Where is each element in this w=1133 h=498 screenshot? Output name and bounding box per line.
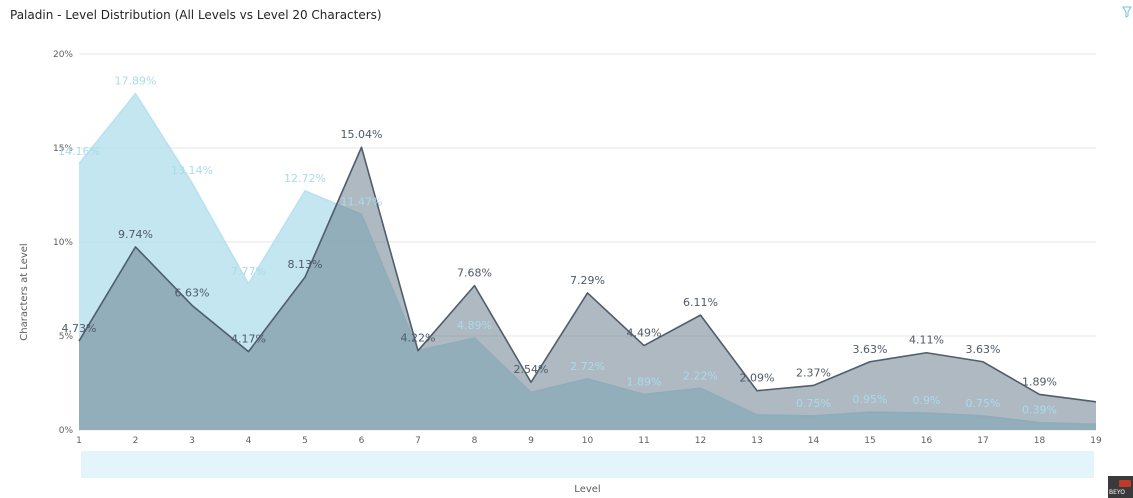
y-tick-label: 10%: [53, 238, 73, 248]
data-label: 2.22%: [683, 369, 718, 382]
x-tick-label: 11: [638, 436, 649, 446]
x-tick-label: 17: [977, 436, 988, 446]
x-tick-label: 3: [189, 436, 195, 446]
data-label: 4.73%: [62, 322, 97, 335]
data-label: 13.14%: [171, 164, 213, 177]
logo-text: BEYO: [1109, 489, 1125, 496]
x-axis-title: Level: [574, 484, 600, 495]
data-label: 0.75%: [966, 397, 1001, 410]
x-tick-label: 1: [76, 436, 82, 446]
x-tick-label: 13: [751, 436, 762, 446]
x-tick-label: 16: [921, 436, 933, 446]
data-label: 15.04%: [341, 128, 383, 141]
x-tick-label: 6: [359, 436, 365, 446]
data-label: 9.74%: [118, 228, 153, 241]
data-label: 14.16%: [58, 145, 100, 158]
y-tick-label: 20%: [53, 50, 73, 60]
data-label: 17.89%: [115, 75, 157, 88]
data-label: 6.63%: [175, 286, 210, 299]
data-label: 4.22%: [401, 332, 436, 345]
data-label: 4.49%: [627, 327, 662, 340]
x-tick-label: 2: [133, 436, 139, 446]
data-label: 2.72%: [570, 360, 605, 373]
data-label: 0.9%: [913, 394, 941, 407]
data-label: 0.39%: [1022, 404, 1057, 417]
data-label: 7.68%: [457, 267, 492, 280]
data-label: 7.77%: [231, 265, 266, 278]
data-label: 2.37%: [796, 366, 831, 379]
data-label: 1.89%: [1022, 375, 1057, 388]
filter-icon[interactable]: [1122, 6, 1132, 18]
data-label: 3.63%: [853, 343, 888, 356]
data-label: 4.17%: [231, 333, 266, 346]
y-tick-label: 15%: [53, 144, 73, 154]
x-tick-label: 7: [415, 436, 421, 446]
data-label: 3.63%: [966, 343, 1001, 356]
x-tick-label: 9: [528, 436, 534, 446]
data-label: 2.54%: [514, 363, 549, 376]
data-label: 1.89%: [627, 375, 662, 388]
horizontal-scrollbar[interactable]: [81, 451, 1094, 478]
logo-icon: BEYO: [1108, 476, 1133, 498]
data-label: 0.95%: [853, 393, 888, 406]
x-tick-label: 19: [1090, 436, 1102, 446]
y-tick-label: 0%: [59, 426, 74, 436]
data-label: 11.47%: [341, 195, 383, 208]
x-tick-label: 12: [695, 436, 706, 446]
chart-title: Paladin - Level Distribution (All Levels…: [10, 8, 382, 22]
y-tick-label: 5%: [59, 332, 74, 342]
x-tick-label: 5: [302, 436, 308, 446]
x-tick-label: 18: [1034, 436, 1046, 446]
series-areas: [78, 92, 1097, 431]
y-axis-ticks: 0% 5% 10% 15% 20%: [53, 50, 73, 436]
data-label: 2.09%: [740, 372, 775, 385]
data-label: 4.11%: [909, 334, 944, 347]
data-label: 12.72%: [284, 172, 326, 185]
x-tick-label: 14: [808, 436, 820, 446]
data-label: 8.13%: [288, 258, 323, 271]
x-tick-label: 8: [472, 436, 478, 446]
x-axis-ticks: 1 2 3 4 5 6 7 8 9 10 11 12 13 14 15 16 17 18 19: [76, 436, 1102, 446]
data-labels: 14.16% 17.89% 13.14% 7.77% 12.72% 11.47% 4.89%…: [58, 75, 1057, 417]
x-tick-label: 15: [864, 436, 875, 446]
data-label: 4.89%: [457, 319, 492, 332]
data-label: 0.75%: [796, 397, 831, 410]
data-label: 7.29%: [570, 274, 605, 287]
x-tick-label: 4: [246, 436, 252, 446]
series-area-level_20: [79, 147, 1096, 431]
x-tick-label: 10: [582, 436, 594, 446]
data-label: 6.11%: [683, 296, 718, 309]
y-axis-title: Characters at Level: [19, 243, 30, 340]
